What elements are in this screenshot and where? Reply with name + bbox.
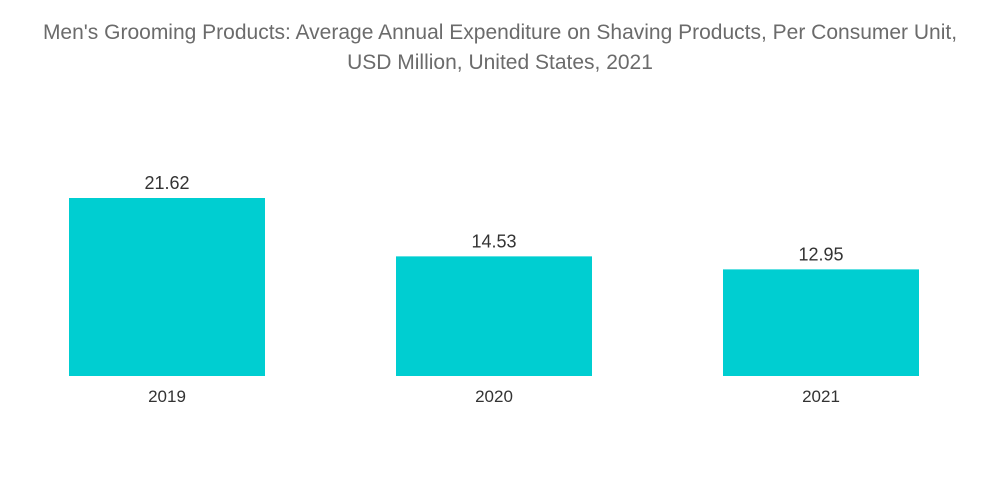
bar-2020 [396,256,592,376]
labels-layer: 21.62 2019 14.53 2020 12.95 2021 [144,173,843,406]
value-label-2021: 12.95 [798,244,843,264]
x-tick-label-2020: 2020 [475,387,513,406]
value-label-2020: 14.53 [471,231,516,251]
chart-title: Men's Grooming Products: Average Annual … [42,21,958,74]
bars-layer [69,198,919,376]
x-tick-label-2021: 2021 [802,387,840,406]
x-tick-label-2019: 2019 [148,387,186,406]
value-label-2019: 21.62 [144,173,189,193]
bar-2021 [723,269,919,376]
bar-2019 [69,198,265,376]
